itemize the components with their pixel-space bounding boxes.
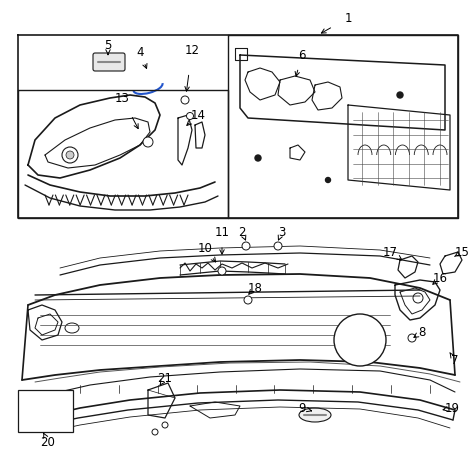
Text: 9: 9 — [298, 401, 306, 414]
Text: 5: 5 — [104, 38, 112, 52]
Text: 20: 20 — [41, 436, 55, 448]
Text: 18: 18 — [247, 282, 263, 294]
Text: 7: 7 — [451, 354, 459, 366]
Text: 2: 2 — [238, 226, 246, 238]
Text: 3: 3 — [278, 226, 286, 238]
Text: 21: 21 — [157, 372, 173, 384]
Circle shape — [162, 422, 168, 428]
Circle shape — [186, 112, 193, 119]
Circle shape — [255, 155, 261, 161]
Circle shape — [152, 429, 158, 435]
Text: 11: 11 — [215, 226, 229, 238]
Circle shape — [244, 296, 252, 304]
Bar — [43, 398, 57, 408]
Text: 19: 19 — [445, 401, 459, 414]
Text: 8: 8 — [419, 326, 426, 338]
Text: 6: 6 — [298, 48, 306, 62]
Circle shape — [218, 267, 226, 275]
Bar — [18, 390, 73, 432]
Text: 10: 10 — [198, 241, 212, 255]
FancyBboxPatch shape — [93, 53, 125, 71]
Text: 13: 13 — [115, 91, 129, 104]
Text: 17: 17 — [383, 246, 398, 258]
Ellipse shape — [299, 408, 331, 422]
Circle shape — [334, 314, 386, 366]
Circle shape — [143, 137, 153, 147]
Circle shape — [66, 151, 74, 159]
Text: 14: 14 — [191, 109, 206, 121]
Bar — [24, 398, 38, 408]
Text: 16: 16 — [432, 272, 447, 284]
Text: 4: 4 — [136, 46, 144, 58]
Circle shape — [397, 92, 403, 98]
Circle shape — [326, 177, 330, 182]
Circle shape — [181, 96, 189, 104]
Circle shape — [408, 334, 416, 342]
Circle shape — [242, 242, 250, 250]
Bar — [43, 415, 57, 425]
Text: 15: 15 — [455, 246, 469, 258]
Text: 12: 12 — [184, 44, 200, 56]
Circle shape — [413, 293, 423, 303]
Bar — [24, 415, 38, 425]
Circle shape — [274, 242, 282, 250]
Text: 1: 1 — [344, 11, 352, 25]
Circle shape — [62, 147, 78, 163]
